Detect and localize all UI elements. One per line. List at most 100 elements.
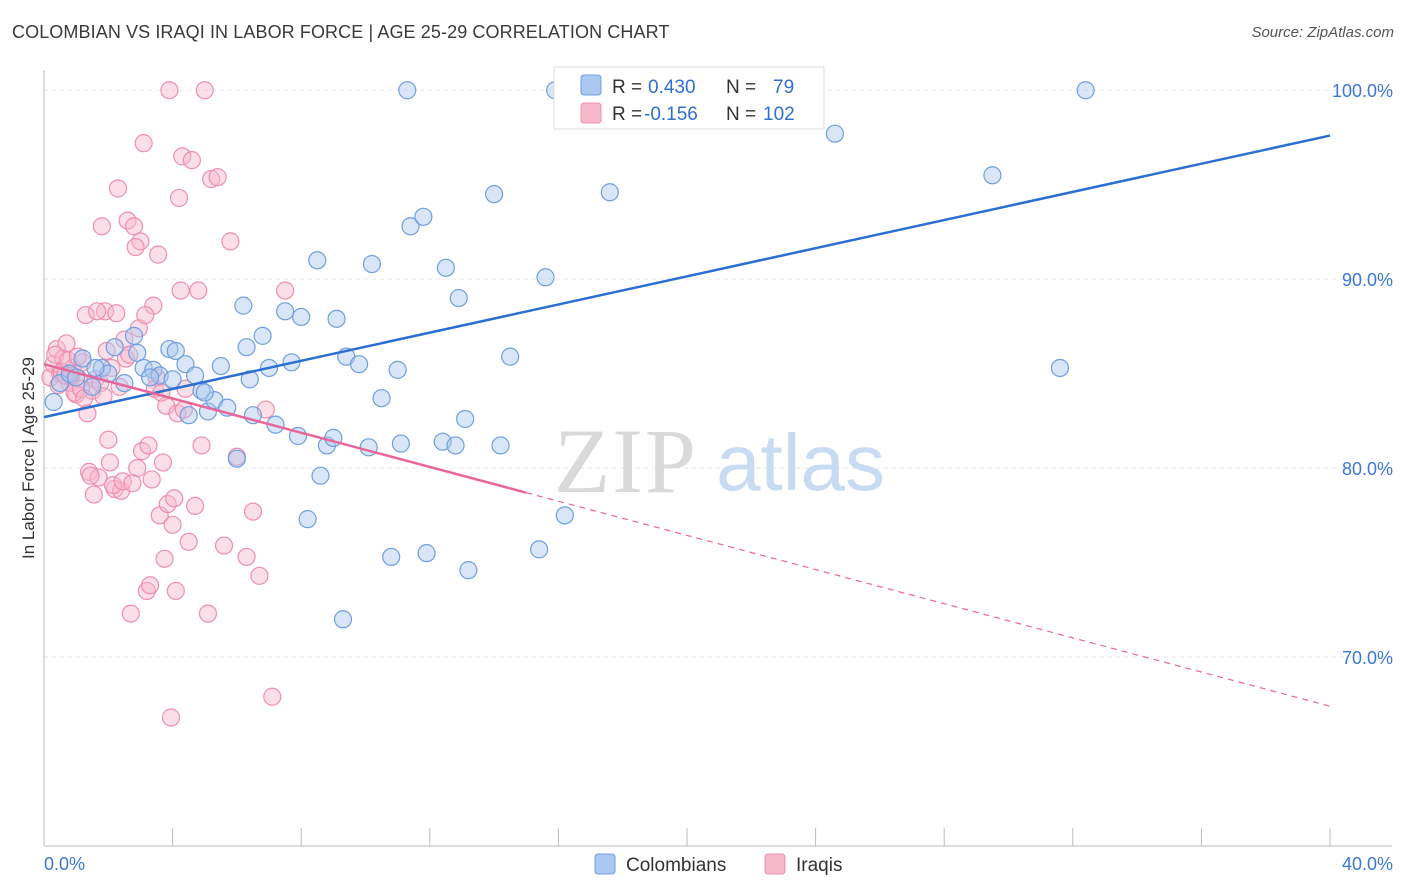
watermark-zip: ZIP bbox=[554, 410, 698, 512]
colombians-point bbox=[163, 370, 182, 389]
colombians-point bbox=[211, 356, 230, 376]
colombians-point bbox=[253, 326, 272, 345]
iraqis-point bbox=[108, 179, 128, 198]
colombians-point bbox=[459, 561, 478, 580]
colombians-point bbox=[398, 81, 417, 100]
iraqis-point bbox=[59, 351, 78, 370]
colombians-point bbox=[1076, 81, 1095, 100]
colombians-trendline bbox=[43, 134, 1331, 419]
iraqis-point bbox=[92, 217, 111, 236]
colombians-point bbox=[401, 217, 420, 236]
iraqis-point bbox=[136, 305, 155, 325]
colombians-point bbox=[372, 389, 391, 408]
bottom-legend: Colombians Iraqis bbox=[594, 853, 842, 876]
colombians-point bbox=[391, 434, 410, 453]
colombians-point bbox=[349, 355, 369, 374]
iraqis-point bbox=[140, 576, 160, 595]
iraqis-point bbox=[173, 147, 192, 166]
iraqis-point bbox=[102, 358, 121, 378]
bottom-legend-label-colombians: Colombians bbox=[626, 855, 726, 876]
colombians-point bbox=[298, 510, 317, 529]
iraqis-trendline-extension bbox=[526, 492, 1331, 707]
iraqis-point bbox=[202, 169, 221, 189]
colombians-point bbox=[449, 288, 468, 308]
legend-r-label-iraqis: R = bbox=[612, 104, 642, 125]
iraqis-point bbox=[165, 489, 184, 508]
colombians-point bbox=[436, 258, 455, 277]
colombians-point bbox=[414, 207, 433, 226]
x-tick-label-0: 0.0% bbox=[44, 854, 85, 874]
iraqis-point bbox=[104, 476, 123, 495]
iraqis-point bbox=[134, 134, 153, 153]
iraqis-point bbox=[208, 168, 227, 187]
iraqis-point bbox=[192, 436, 211, 455]
colombians-point bbox=[128, 343, 147, 362]
legend-r-value-colombians: 0.430 bbox=[648, 77, 696, 98]
trendlines bbox=[43, 134, 1331, 707]
iraqis-point bbox=[87, 302, 107, 321]
colombians-point bbox=[292, 307, 311, 327]
y-tick-labels: 100.0% 90.0% 80.0% 70.0% bbox=[1332, 81, 1393, 668]
bottom-legend-swatch-colombians bbox=[594, 853, 616, 875]
iraqis-point bbox=[124, 217, 144, 236]
watermark: ZIP atlas bbox=[554, 410, 885, 512]
legend-r-label-colombians: R = bbox=[612, 77, 642, 98]
iraqis-point bbox=[153, 453, 173, 472]
y-tick-label-2: 80.0% bbox=[1342, 459, 1393, 479]
colombians-point bbox=[456, 409, 475, 429]
colombians-point bbox=[166, 341, 185, 361]
colombians-point bbox=[501, 347, 520, 366]
iraqis-point bbox=[131, 232, 150, 251]
iraqis-point bbox=[214, 536, 234, 555]
iraqis-point bbox=[155, 549, 174, 568]
iraqis-point bbox=[139, 436, 158, 455]
colombians-point bbox=[417, 544, 436, 563]
legend-n-value-colombians: 79 bbox=[773, 77, 794, 98]
colombians-point bbox=[179, 406, 198, 425]
colombians-point bbox=[308, 251, 327, 270]
colombians-points bbox=[44, 81, 1095, 629]
stats-legend: R = 0.430 N = 79 R = -0.156 N = 102 bbox=[553, 66, 825, 130]
iraqis-point bbox=[100, 453, 120, 472]
colombians-point bbox=[536, 268, 555, 287]
colombians-point bbox=[73, 349, 92, 368]
legend-r-value-iraqis: -0.156 bbox=[644, 104, 698, 125]
colombians-point bbox=[825, 124, 844, 143]
colombians-point bbox=[983, 166, 1002, 185]
iraqis-point bbox=[123, 474, 142, 493]
iraqis-point bbox=[198, 604, 218, 623]
legend-n-label-colombians: N = bbox=[726, 77, 756, 98]
iraqis-points bbox=[41, 81, 295, 727]
watermark-atlas: atlas bbox=[716, 418, 885, 507]
iraqis-point bbox=[99, 430, 118, 449]
iraqis-point bbox=[276, 281, 295, 300]
colombians-point bbox=[333, 610, 353, 629]
iraqis-point bbox=[250, 566, 269, 585]
axes bbox=[43, 70, 1392, 847]
colombians-point bbox=[83, 377, 102, 396]
y-tick-label-1: 90.0% bbox=[1342, 270, 1393, 290]
colombians-point bbox=[86, 358, 105, 378]
iraqis-point bbox=[137, 581, 156, 601]
chart-title: COLOMBIAN VS IRAQI IN LABOR FORCE | AGE … bbox=[12, 22, 670, 42]
iraqis-point bbox=[189, 281, 208, 300]
colombians-point bbox=[1050, 358, 1070, 378]
iraqis-point bbox=[81, 466, 100, 485]
iraqis-point bbox=[186, 496, 205, 516]
colombians-point bbox=[555, 506, 574, 525]
iraqis-point bbox=[121, 604, 140, 623]
colombians-point bbox=[227, 449, 246, 468]
colombians-point bbox=[491, 436, 510, 455]
colombians-point bbox=[530, 540, 549, 559]
iraqis-point bbox=[161, 708, 181, 727]
colombians-point bbox=[140, 368, 160, 387]
colombians-point bbox=[237, 338, 256, 357]
colombians-point bbox=[195, 383, 214, 402]
legend-swatch-colombians bbox=[580, 74, 602, 96]
iraqis-point bbox=[142, 470, 161, 489]
colombians-point bbox=[600, 183, 619, 202]
x-tick-label-1: 40.0% bbox=[1342, 854, 1393, 874]
iraqis-point bbox=[237, 547, 256, 567]
iraqis-point bbox=[263, 687, 282, 706]
colombians-point bbox=[105, 338, 124, 357]
